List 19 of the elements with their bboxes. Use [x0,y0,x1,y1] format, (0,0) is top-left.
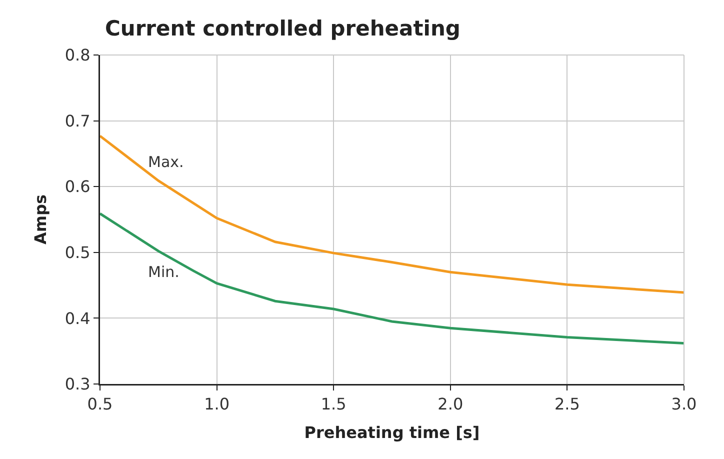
line-series [100,212,684,344]
chart-title: Current controlled preheating [104,16,460,40]
series-label: Min. [148,263,180,281]
y-tick-label: 0.6 [64,177,90,196]
x-tick-label: 1.5 [320,394,346,414]
y-axis-title: Amps [30,194,50,245]
x-tick-label: 0.5 [87,394,113,414]
x-tick-label: 3.0 [671,394,697,414]
x-axis-title: Preheating time [s] [304,423,480,442]
x-tick-label: 2.5 [554,394,580,414]
y-tick-label: 0.4 [64,308,90,328]
y-tick-label: 0.7 [64,111,90,130]
line-series [100,134,684,294]
series-label: Max. [148,153,184,171]
x-tick-label: 2.0 [438,394,464,414]
y-tick-label: 0.5 [64,243,90,262]
y-tick-label: 0.8 [64,46,90,65]
x-tick-label: 1.0 [204,394,230,414]
y-tick-label: 0.3 [64,374,90,394]
